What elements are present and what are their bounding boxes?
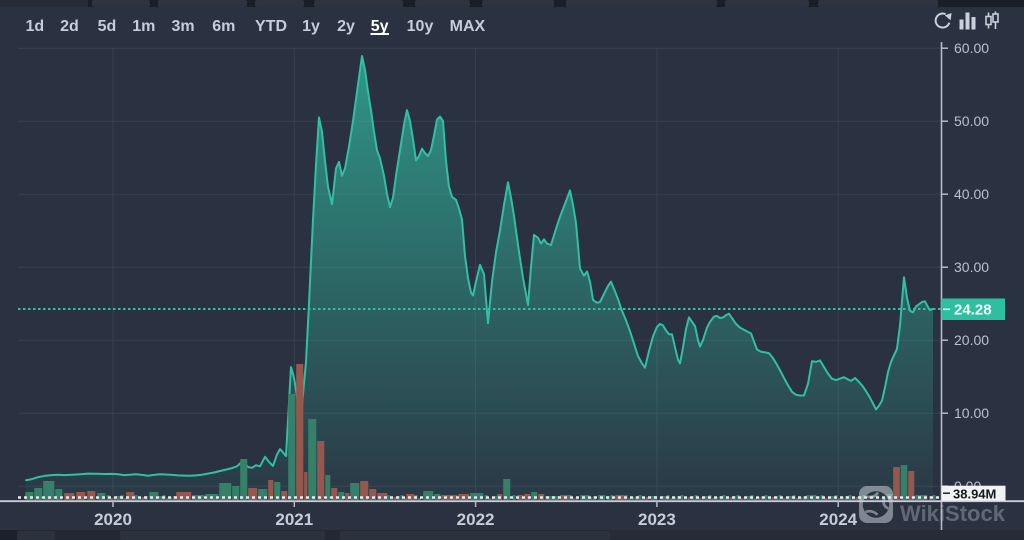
svg-text:2023: 2023 xyxy=(638,510,676,529)
svg-text:10.00: 10.00 xyxy=(954,405,989,421)
svg-text:5y: 5y xyxy=(371,18,389,35)
svg-text:3m: 3m xyxy=(171,18,194,35)
svg-text:38.94M: 38.94M xyxy=(953,487,996,502)
svg-text:2020: 2020 xyxy=(94,510,132,529)
svg-text:50.00: 50.00 xyxy=(954,113,989,129)
svg-text:2022: 2022 xyxy=(457,510,495,529)
svg-text:30.00: 30.00 xyxy=(954,259,989,275)
svg-text:2d: 2d xyxy=(60,18,79,35)
svg-text:WikiStock: WikiStock xyxy=(900,501,1006,526)
svg-text:1d: 1d xyxy=(25,18,44,35)
svg-text:10y: 10y xyxy=(407,18,434,35)
svg-text:1y: 1y xyxy=(302,18,320,35)
svg-text:2y: 2y xyxy=(337,18,355,35)
svg-text:60.00: 60.00 xyxy=(954,40,989,56)
svg-text:YTD: YTD xyxy=(255,18,287,35)
svg-text:1m: 1m xyxy=(132,18,155,35)
svg-text:24.28: 24.28 xyxy=(954,302,992,319)
svg-text:5d: 5d xyxy=(98,18,117,35)
svg-text:20.00: 20.00 xyxy=(954,332,989,348)
svg-text:MAX: MAX xyxy=(450,18,486,35)
svg-text:2024: 2024 xyxy=(819,510,857,529)
svg-text:6m: 6m xyxy=(212,18,235,35)
svg-text:40.00: 40.00 xyxy=(954,186,989,202)
svg-text:2021: 2021 xyxy=(275,510,313,529)
